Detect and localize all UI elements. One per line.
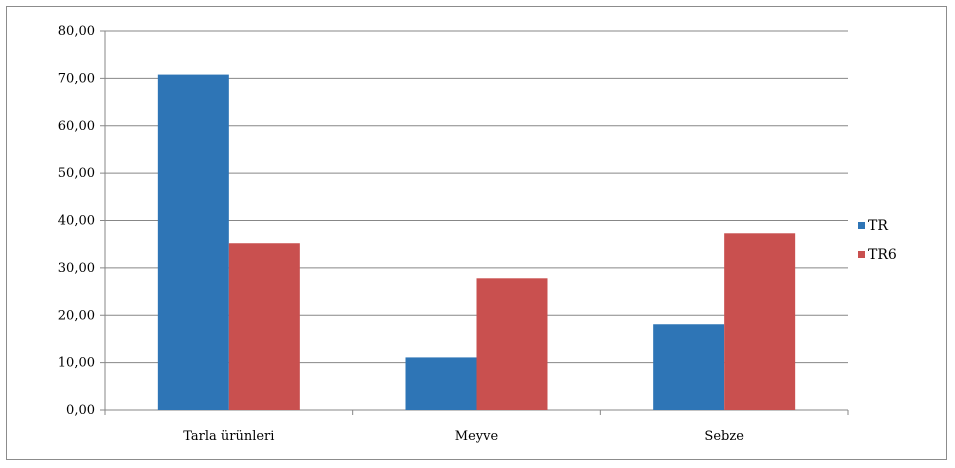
y-tick-label: 50,00: [58, 166, 95, 181]
y-tick-label: 30,00: [58, 261, 95, 276]
x-category-label: Meyve: [455, 429, 499, 444]
y-tick-label: 60,00: [58, 119, 95, 134]
y-tick-label: 20,00: [58, 308, 95, 323]
category-labels: Tarla ürünleri Meyve Sebze: [183, 429, 744, 444]
y-tick-labels: 0,00 10,00 20,00 30,00 40,00 50,00 60,00 70,00 8…: [58, 24, 95, 418]
y-tick-label: 80,00: [58, 24, 95, 39]
y-tick-label: 10,00: [58, 356, 95, 371]
bar-tr-2: [653, 324, 725, 410]
x-category-label: Sebze: [704, 429, 744, 444]
y-tick-label: 40,00: [58, 214, 95, 229]
x-category-label: Tarla ürünleri: [183, 429, 274, 444]
legend: TR TR6: [858, 218, 897, 263]
y-tick-label: 70,00: [58, 71, 95, 86]
bar-tr-1: [405, 357, 477, 410]
bar-tr-0: [157, 74, 229, 411]
bars: [157, 74, 796, 411]
legend-label-tr6: TR6: [868, 247, 897, 263]
legend-swatch-tr6: [858, 251, 865, 258]
legend-swatch-tr: [858, 222, 865, 229]
y-tick-label: 0,00: [66, 403, 95, 418]
legend-label-tr: TR: [868, 218, 888, 234]
bar-tr6-0: [228, 243, 300, 410]
bar-tr6-2: [724, 233, 796, 410]
bar-tr6-1: [476, 278, 548, 410]
